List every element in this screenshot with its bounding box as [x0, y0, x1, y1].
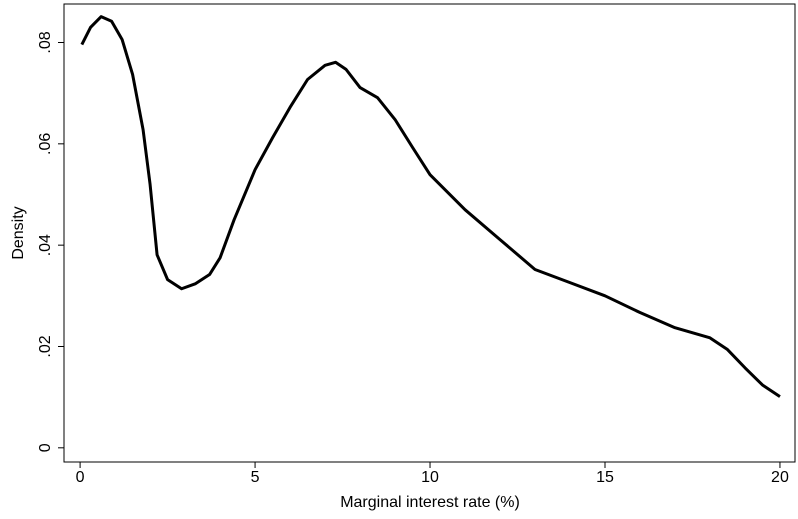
- x-axis-label: Marginal interest rate (%): [340, 494, 520, 511]
- x-tick-label: 0: [76, 469, 85, 486]
- y-tick-label: 0: [37, 443, 54, 452]
- y-tick-label: .06: [37, 133, 54, 155]
- x-tick-label: 20: [771, 469, 789, 486]
- y-axis-label: Density: [10, 206, 27, 259]
- x-tick-label: 15: [596, 469, 614, 486]
- y-tick-label: .08: [37, 31, 54, 53]
- density-line: [80, 15, 781, 398]
- x-tick-label: 5: [251, 469, 260, 486]
- x-tick-label: 10: [421, 469, 439, 486]
- y-tick-label: .02: [37, 335, 54, 357]
- y-tick-label: .04: [37, 234, 54, 256]
- plot-frame: [63, 3, 796, 463]
